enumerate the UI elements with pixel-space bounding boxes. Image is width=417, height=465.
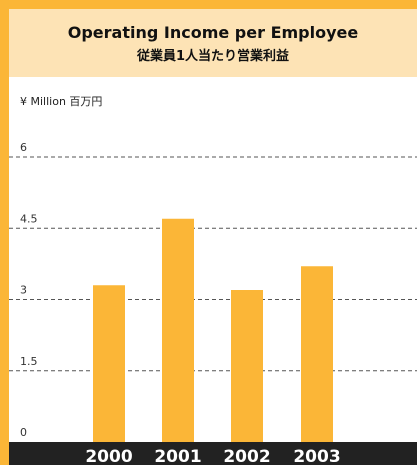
bar <box>93 285 125 442</box>
chart-panel: Operating Income per Employee 従業員1人当たり営業… <box>9 9 417 465</box>
x-tick-label: 2002 <box>223 447 270 465</box>
x-tick-label: 2001 <box>154 447 201 465</box>
x-axis-band <box>9 442 417 465</box>
y-tick-label: 1.5 <box>20 355 38 368</box>
chart-subtitle: 従業員1人当たり営業利益 <box>136 49 290 64</box>
bar <box>231 290 263 442</box>
bar <box>162 218 194 442</box>
y-tick-label: 4.5 <box>20 212 38 225</box>
y-tick-label: 0 <box>20 426 27 439</box>
bar <box>301 266 333 442</box>
unit-label: ¥ Million 百万円 <box>20 95 103 108</box>
x-tick-label: 2003 <box>293 447 340 465</box>
chart-title: Operating Income per Employee <box>67 23 359 42</box>
x-tick-label: 2000 <box>85 447 132 465</box>
chart-header: Operating Income per Employee 従業員1人当たり営業… <box>9 9 417 77</box>
y-tick-label: 3 <box>20 284 27 297</box>
y-tick-label: 6 <box>20 141 27 154</box>
